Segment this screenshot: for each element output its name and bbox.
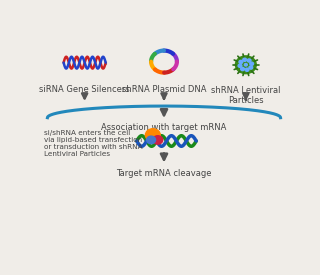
- Circle shape: [247, 59, 251, 62]
- Circle shape: [250, 62, 253, 65]
- Text: Target mRNA cleavage: Target mRNA cleavage: [116, 169, 212, 178]
- Text: si/shRNA enters the cell
via lipid-based transfection
or transduction with shRNA: si/shRNA enters the cell via lipid-based…: [44, 130, 142, 156]
- Circle shape: [147, 136, 156, 144]
- Circle shape: [153, 136, 163, 144]
- Circle shape: [236, 56, 256, 74]
- Text: shRNA Plasmid DNA: shRNA Plasmid DNA: [122, 85, 206, 94]
- Circle shape: [249, 66, 253, 69]
- Circle shape: [245, 68, 249, 71]
- Circle shape: [243, 58, 246, 61]
- Text: Association with target mRNA: Association with target mRNA: [101, 123, 227, 132]
- Circle shape: [238, 64, 242, 67]
- Circle shape: [145, 129, 160, 141]
- Text: shRNA Lentiviral
Particles: shRNA Lentiviral Particles: [211, 86, 281, 105]
- Circle shape: [241, 67, 244, 71]
- Circle shape: [239, 60, 243, 64]
- Circle shape: [244, 64, 247, 66]
- Text: siRNA Gene Silencers: siRNA Gene Silencers: [39, 85, 130, 94]
